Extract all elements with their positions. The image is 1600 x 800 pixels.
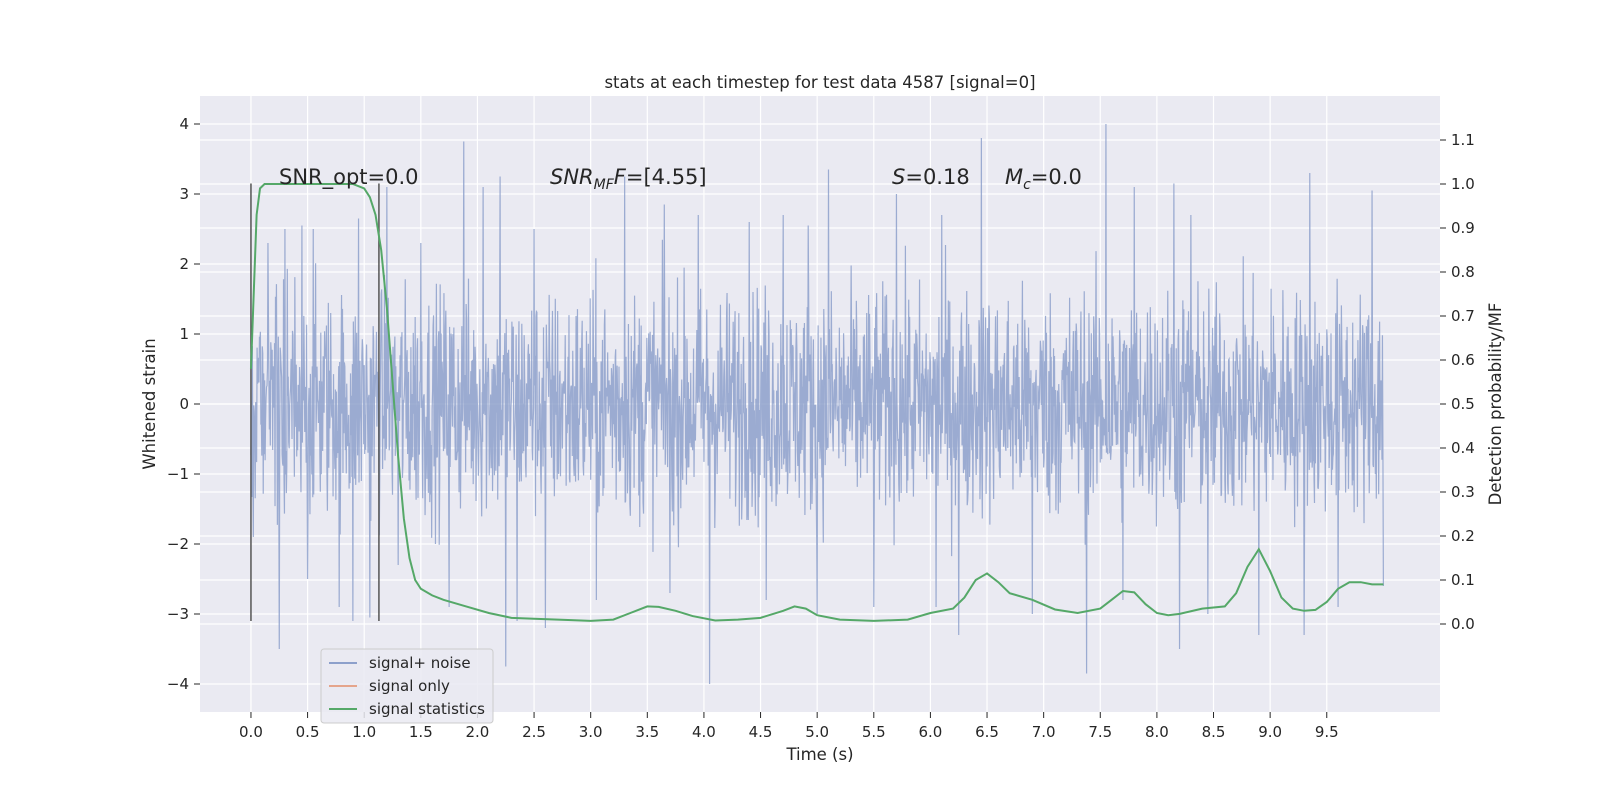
mc-value: =0.0 (1031, 165, 1082, 189)
chart-title: stats at each timestep for test data 458… (604, 73, 1035, 92)
y2-tick-label: 0.3 (1451, 483, 1475, 501)
y-tick-label: 2 (179, 255, 189, 273)
y2-tick-label: 1.1 (1451, 131, 1475, 149)
y2-tick-label: 1.0 (1451, 175, 1475, 193)
signal-noise-line (250, 123, 1384, 685)
x-tick-label: 7.5 (1088, 723, 1112, 741)
y-tick-label: 0 (179, 395, 189, 413)
y-axis-label: Whitened strain (140, 338, 159, 469)
y2-tick-label: 0.2 (1451, 527, 1475, 545)
snr-mf-value: =[4.55] (626, 165, 707, 189)
x-axis-label: Time (s) (785, 745, 853, 764)
x-tick-label: 7.0 (1032, 723, 1056, 741)
y2-tick-label: 0.8 (1451, 263, 1475, 281)
y2-tick-label: 0.9 (1451, 219, 1475, 237)
signal-noise-series (250, 123, 1384, 685)
s-value: =0.18 (905, 165, 969, 189)
y2-tick-label: 0.6 (1451, 351, 1475, 369)
x-tick-label: 2.0 (466, 723, 490, 741)
snr-mf-f: F (614, 165, 627, 189)
marker-lines (250, 183, 380, 621)
x-tick-label: 0.5 (296, 723, 320, 741)
x-tick-label: 5.0 (805, 723, 829, 741)
y-tick-label: −2 (167, 535, 189, 553)
annotation-snr-mf: SNRMFF=[4.55] (550, 165, 707, 193)
legend-label-signal-statistics: signal statistics (369, 700, 485, 718)
legend-label-signal-noise: signal+ noise (369, 654, 471, 672)
x-tick-label: 1.0 (352, 723, 376, 741)
x-tick-label: 4.5 (749, 723, 773, 741)
annotation-s: S=0.18 (892, 165, 970, 189)
y-tick-label: 3 (179, 185, 189, 203)
legend-label-signal-only: signal only (369, 677, 450, 695)
legend-box (320, 648, 494, 724)
mc-subscript: c (1023, 177, 1031, 193)
x-tick-label: 5.5 (862, 723, 886, 741)
y-tick-label: −3 (167, 605, 189, 623)
snr-mf-subscript: MF (594, 177, 615, 193)
x-axis-ticks: 0.0 0.5 1.0 1.5 2.0 2.5 3.0 3.5 4.0 4.5 5.0 5.5 6.0 6… (239, 712, 1339, 741)
legend: signal+ noise signal only signal statist… (320, 648, 494, 724)
signal-statistics-line (249, 183, 1384, 622)
y2-tick-label: 0.1 (1451, 571, 1475, 589)
y-tick-label: 1 (179, 325, 189, 343)
y2-axis-label: Detection probability/MF (1486, 303, 1505, 506)
y-tick-label: 4 (179, 115, 189, 133)
y2-axis-ticks: 0.0 0.1 0.2 0.3 0.4 0.5 0.6 0.7 0.8 0.9 1.0 1.1 (1440, 131, 1475, 633)
snr-mf-symbol: SNR (550, 165, 594, 189)
x-tick-label: 6.0 (918, 723, 942, 741)
y-axis-ticks: −4 −3 −2 −1 0 1 2 3 4 (167, 115, 200, 693)
x-tick-label: 2.5 (522, 723, 546, 741)
annotation-snr-opt: SNR_opt=0.0 (279, 165, 419, 190)
y-tick-label: −1 (167, 465, 189, 483)
x-tick-label: 3.0 (579, 723, 603, 741)
y2-tick-label: 0.5 (1451, 395, 1475, 413)
x-tick-label: 8.5 (1202, 723, 1226, 741)
x-tick-label: 3.5 (635, 723, 659, 741)
x-tick-label: 0.0 (239, 723, 263, 741)
y2-tick-label: 0.4 (1451, 439, 1475, 457)
y-tick-label: −4 (167, 675, 189, 693)
y2-tick-label: 0.0 (1451, 615, 1475, 633)
x-tick-label: 9.5 (1315, 723, 1339, 741)
x-tick-label: 4.0 (692, 723, 716, 741)
s-symbol: S (892, 165, 905, 189)
x-tick-label: 9.0 (1258, 723, 1282, 741)
x-tick-label: 6.5 (975, 723, 999, 741)
x-tick-label: 1.5 (409, 723, 433, 741)
mc-symbol: M (1005, 165, 1023, 189)
x-tick-label: 8.0 (1145, 723, 1169, 741)
annotation-mc: Mc=0.0 (1005, 165, 1082, 193)
y2-tick-label: 0.7 (1451, 307, 1475, 325)
